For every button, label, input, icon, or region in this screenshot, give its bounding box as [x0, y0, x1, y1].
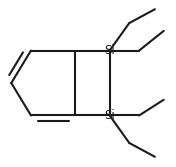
Text: Si: Si: [104, 109, 115, 122]
Text: Si: Si: [104, 44, 115, 57]
